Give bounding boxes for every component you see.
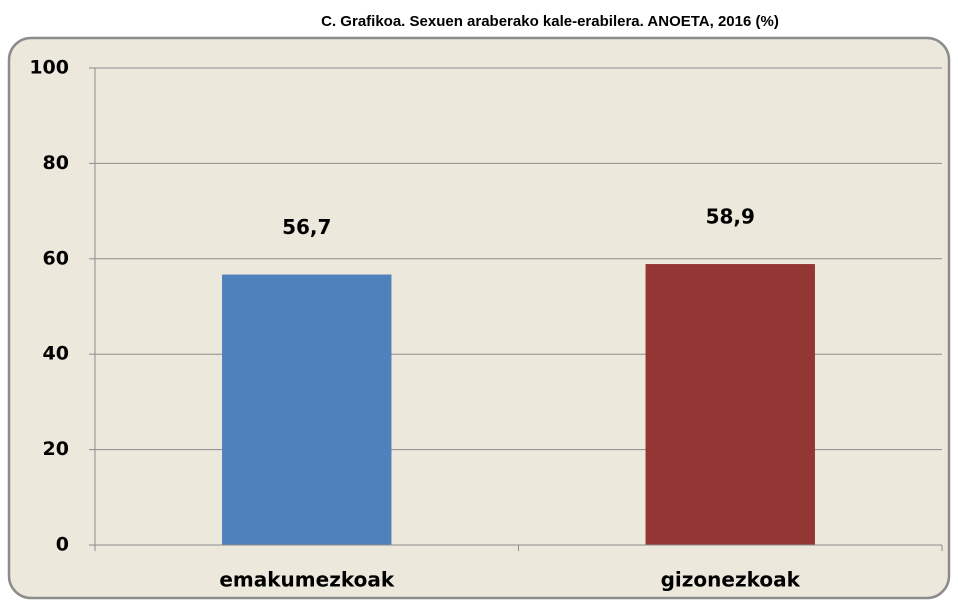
chart-title: C. Grafikoa. Sexuen araberako kale-erabi… (321, 13, 779, 30)
y-tick-label: 60 (43, 247, 69, 269)
bar (645, 264, 815, 545)
y-tick-label: 0 (56, 534, 69, 556)
y-tick-label: 100 (29, 57, 69, 79)
x-tick-label: emakumezkoak (219, 568, 394, 592)
value-label: 56,7 (282, 215, 331, 239)
y-tick-label: 80 (43, 152, 69, 174)
y-tick-label: 40 (43, 343, 69, 365)
value-label: 58,9 (706, 205, 755, 229)
y-tick-label: 20 (43, 438, 69, 460)
bar (222, 274, 392, 545)
x-tick-label: gizonezkoak (661, 568, 801, 592)
